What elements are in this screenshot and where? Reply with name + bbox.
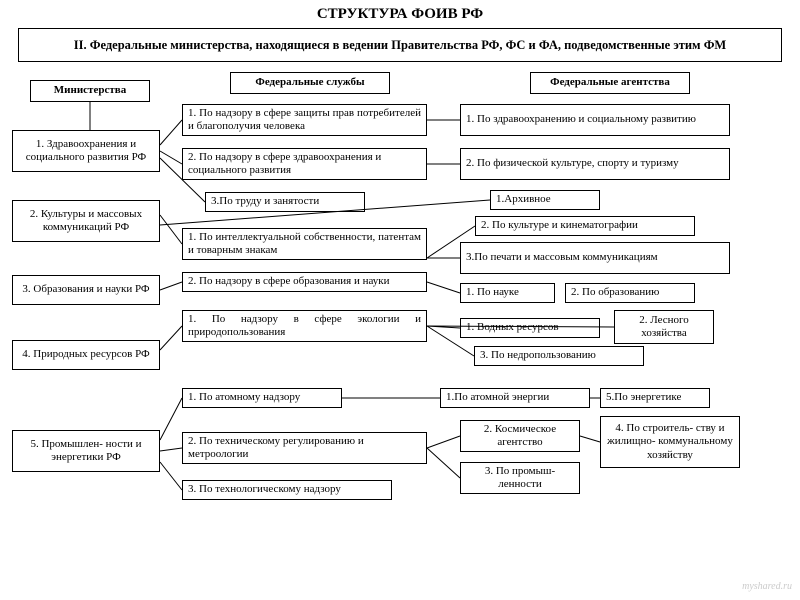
ministry-5: 5. Промышлен- ности и энергетики РФ	[12, 430, 160, 472]
subtitle-banner: II. Федеральные министерства, находящиес…	[18, 28, 782, 62]
service-m2-1: 1. По интеллектуальной собственности, па…	[182, 228, 427, 260]
col-header-services: Федеральные службы	[230, 72, 390, 94]
agency-m5-5: 3. По промыш- ленности	[460, 462, 580, 494]
service-m5-2: 2. По техническому регулированию и метро…	[182, 432, 427, 464]
col-header-agencies: Федеральные агентства	[530, 72, 690, 94]
agency-m1-1: 1. По здравоохранению и социальному разв…	[460, 104, 730, 136]
page-title: СТРУКТУРА ФОИВ РФ	[0, 0, 800, 23]
agency-m2-1: 1.Архивное	[490, 190, 600, 210]
service-m1-1: 1. По надзору в сфере защиты прав потреб…	[182, 104, 427, 136]
service-m5-1: 1. По атомному надзору	[182, 388, 342, 408]
agency-m1-2: 2. По физической культуре, спорту и тури…	[460, 148, 730, 180]
agency-m5-2: 5.По энергетике	[600, 388, 710, 408]
agency-m5-4: 4. По строитель- ству и жилищно- коммуна…	[600, 416, 740, 468]
ministry-4: 4. Природных ресурсов РФ	[12, 340, 160, 370]
service-m1-2: 2. По надзору в сфере здравоохранения и …	[182, 148, 427, 180]
service-m2-2: 2. По надзору в сфере образования и наук…	[182, 272, 427, 292]
agency-m2-2: 2. По культуре и кинематографии	[475, 216, 695, 236]
agency-m4-2: 2. Лесного хозяйства	[614, 310, 714, 344]
watermark: myshared.ru	[742, 581, 792, 592]
agency-m5-3: 2. Космическое агентство	[460, 420, 580, 452]
agency-m3-2: 2. По образованию	[565, 283, 695, 303]
agency-m3-1: 1. По науке	[460, 283, 555, 303]
agency-m5-1: 1.По атомной энергии	[440, 388, 590, 408]
ministry-1: 1. Здравоохранения и социального развити…	[12, 130, 160, 172]
ministry-2: 2. Культуры и массовых коммуникаций РФ	[12, 200, 160, 242]
ministry-3: 3. Образования и науки РФ	[12, 275, 160, 305]
service-m4-1: 1. По надзору в сфере экологии и природо…	[182, 310, 427, 342]
col-header-ministries: Министерства	[30, 80, 150, 102]
agency-m2-3: 3.По печати и массовым коммуникациям	[460, 242, 730, 274]
service-m5-3: 3. По технологическому надзору	[182, 480, 392, 500]
agency-m4-3: 3. По недропользованию	[474, 346, 644, 366]
agency-m4-1: 1. Водных ресурсов	[460, 318, 600, 338]
service-m1-3: 3.По труду и занятости	[205, 192, 365, 212]
